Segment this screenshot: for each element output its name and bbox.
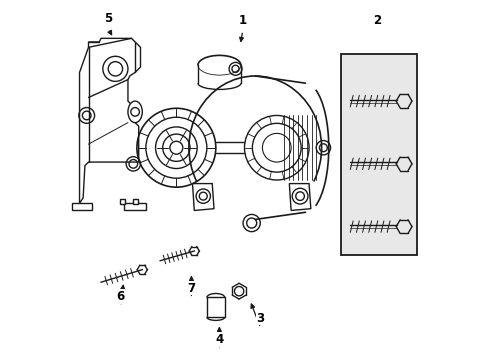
Polygon shape bbox=[192, 184, 214, 211]
Text: 2: 2 bbox=[372, 14, 381, 27]
Text: 1: 1 bbox=[238, 14, 246, 27]
Bar bbox=[341, 54, 416, 255]
Text: 7: 7 bbox=[187, 282, 195, 295]
Polygon shape bbox=[72, 203, 92, 211]
Text: 3: 3 bbox=[256, 311, 264, 325]
Text: 5: 5 bbox=[104, 12, 112, 25]
Polygon shape bbox=[120, 199, 125, 204]
Text: 6: 6 bbox=[117, 290, 124, 303]
Polygon shape bbox=[80, 39, 140, 203]
Polygon shape bbox=[132, 199, 138, 204]
Text: 4: 4 bbox=[215, 333, 223, 346]
Circle shape bbox=[131, 108, 139, 116]
Ellipse shape bbox=[128, 101, 142, 123]
Polygon shape bbox=[124, 203, 145, 211]
Bar bbox=[206, 297, 224, 317]
Polygon shape bbox=[289, 184, 310, 211]
